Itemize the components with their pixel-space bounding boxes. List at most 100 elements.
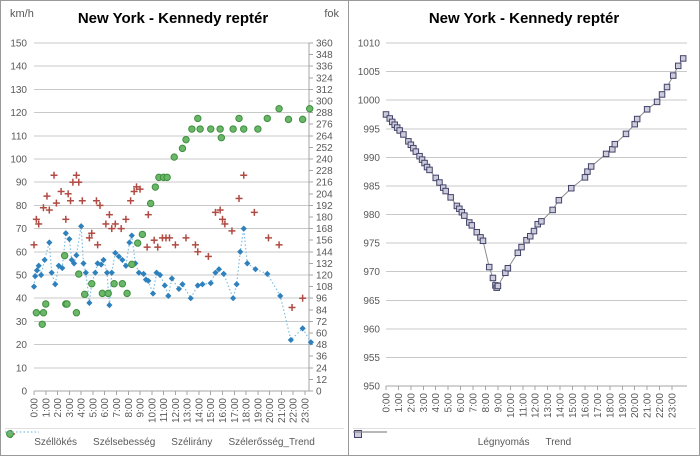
speed-point <box>128 232 135 239</box>
pressure-point <box>447 194 454 201</box>
speed-point <box>237 248 244 255</box>
direction-point <box>39 309 48 317</box>
speed-point <box>55 262 62 269</box>
gust-point <box>57 187 65 195</box>
dotted-line-icon <box>5 431 39 433</box>
x-tick-label: 20:00 <box>630 393 641 418</box>
x-tick-label: 14:00 <box>556 393 567 418</box>
x-tick-label: 5:00 <box>444 393 455 413</box>
y-right-tick-label: 324 <box>316 73 333 84</box>
pressure-point <box>549 206 556 214</box>
y-right-tick-label: 108 <box>316 282 333 293</box>
speed-point <box>287 336 294 344</box>
wind-trend-dotted-line <box>33 226 312 343</box>
direction-point <box>254 125 262 133</box>
direction-point <box>194 114 202 123</box>
direction-point <box>60 251 69 260</box>
pressure-point <box>622 130 630 138</box>
y-tick-label: 995 <box>363 124 380 135</box>
pressure-point <box>587 163 595 170</box>
direction-point <box>118 280 127 288</box>
gust-point <box>250 208 258 216</box>
wind-gridlines <box>34 42 309 392</box>
gust-point <box>94 241 102 249</box>
y-left-tick-label: 0 <box>21 387 27 398</box>
speed-point <box>52 281 59 288</box>
speed-point <box>98 261 105 268</box>
gust-point <box>133 183 141 191</box>
pressure-point <box>674 62 682 70</box>
y-right-tick-label: 72 <box>316 317 328 328</box>
speed-point <box>30 283 38 290</box>
pressure-point <box>382 111 390 118</box>
y-tick-label: 1005 <box>358 67 381 78</box>
legend-label-wind-trend: Szélerősség_Trend <box>228 436 315 448</box>
direction-point <box>196 125 204 133</box>
y-tick-label: 990 <box>363 153 380 164</box>
x-tick-label: 21:00 <box>277 398 288 423</box>
pressure-legend: Légnyomás Trend <box>353 428 696 455</box>
speed-point <box>165 292 172 299</box>
speed-point <box>168 275 175 282</box>
direction-point <box>80 290 89 299</box>
x-tick-label: 8:00 <box>124 398 135 418</box>
y-left-tick-label: 50 <box>16 271 28 282</box>
x-tick-label: 22:00 <box>289 398 300 423</box>
y-right-tick-label: 192 <box>316 201 333 212</box>
y-tick-label: 985 <box>363 181 380 192</box>
gust-point <box>45 206 53 214</box>
speed-point <box>92 269 99 276</box>
speed-point <box>100 256 107 264</box>
x-tick-label: 13:00 <box>183 398 194 423</box>
speed-point <box>108 269 115 276</box>
y-right-tick-label: 0 <box>316 387 322 398</box>
pressure-point <box>538 218 545 225</box>
pressure-point <box>400 131 407 138</box>
x-tick-label: 11:00 <box>518 393 529 418</box>
speed-point <box>35 262 42 269</box>
x-tick-label: 12:00 <box>171 398 182 423</box>
pressure-point <box>396 127 403 134</box>
wind-legend: Széllökés Szélsebesség Szélirány Szélerő… <box>5 428 344 455</box>
legend-label-gust: Széllökés <box>34 436 78 448</box>
speed-point <box>140 270 147 277</box>
x-tick-label: 5:00 <box>88 398 99 418</box>
y-right-tick-label: 264 <box>316 131 333 142</box>
speed-point <box>106 302 113 309</box>
gust-point <box>88 229 96 237</box>
speed-point <box>220 270 227 277</box>
speed-point <box>112 249 119 257</box>
speed-point <box>86 299 93 306</box>
y-left-tick-label: 150 <box>10 39 27 50</box>
gust-point <box>204 252 212 260</box>
direction-point <box>163 173 171 182</box>
y-right-tick-label: 144 <box>316 247 333 258</box>
pressure-point <box>473 228 481 236</box>
legend-item-pressure-trend: Trend <box>353 431 571 448</box>
gust-point <box>154 243 162 251</box>
pressure-point <box>442 187 449 195</box>
pressure-point <box>653 98 661 106</box>
y-right-tick-label: 216 <box>316 178 333 189</box>
x-tick-label: 20:00 <box>265 398 276 423</box>
x-tick-label: 9:00 <box>136 398 147 418</box>
x-tick-label: 9:00 <box>493 393 504 413</box>
speed-point <box>62 230 69 237</box>
chart-title-wind: New York - Kennedy reptér <box>78 10 268 27</box>
y-tick-label: 1010 <box>358 39 381 50</box>
y-left-tick-label: 140 <box>10 62 27 73</box>
x-tick-label: 6:00 <box>100 398 111 418</box>
gust-point <box>78 197 86 205</box>
x-tick-label: 18:00 <box>242 398 253 423</box>
wind-axes: 0102030405060708090100110120130140150012… <box>10 39 333 424</box>
solid-line-icon <box>353 431 387 433</box>
x-tick-label: 23:00 <box>668 393 679 418</box>
y-tick-label: 960 <box>363 324 380 335</box>
pressure-point <box>663 83 671 91</box>
y-tick-label: 975 <box>363 239 380 250</box>
speed-point <box>41 256 48 264</box>
speed-point <box>244 260 251 267</box>
speed-point <box>46 239 53 246</box>
direction-point <box>240 125 248 133</box>
y-right-tick-label: 300 <box>316 97 333 108</box>
